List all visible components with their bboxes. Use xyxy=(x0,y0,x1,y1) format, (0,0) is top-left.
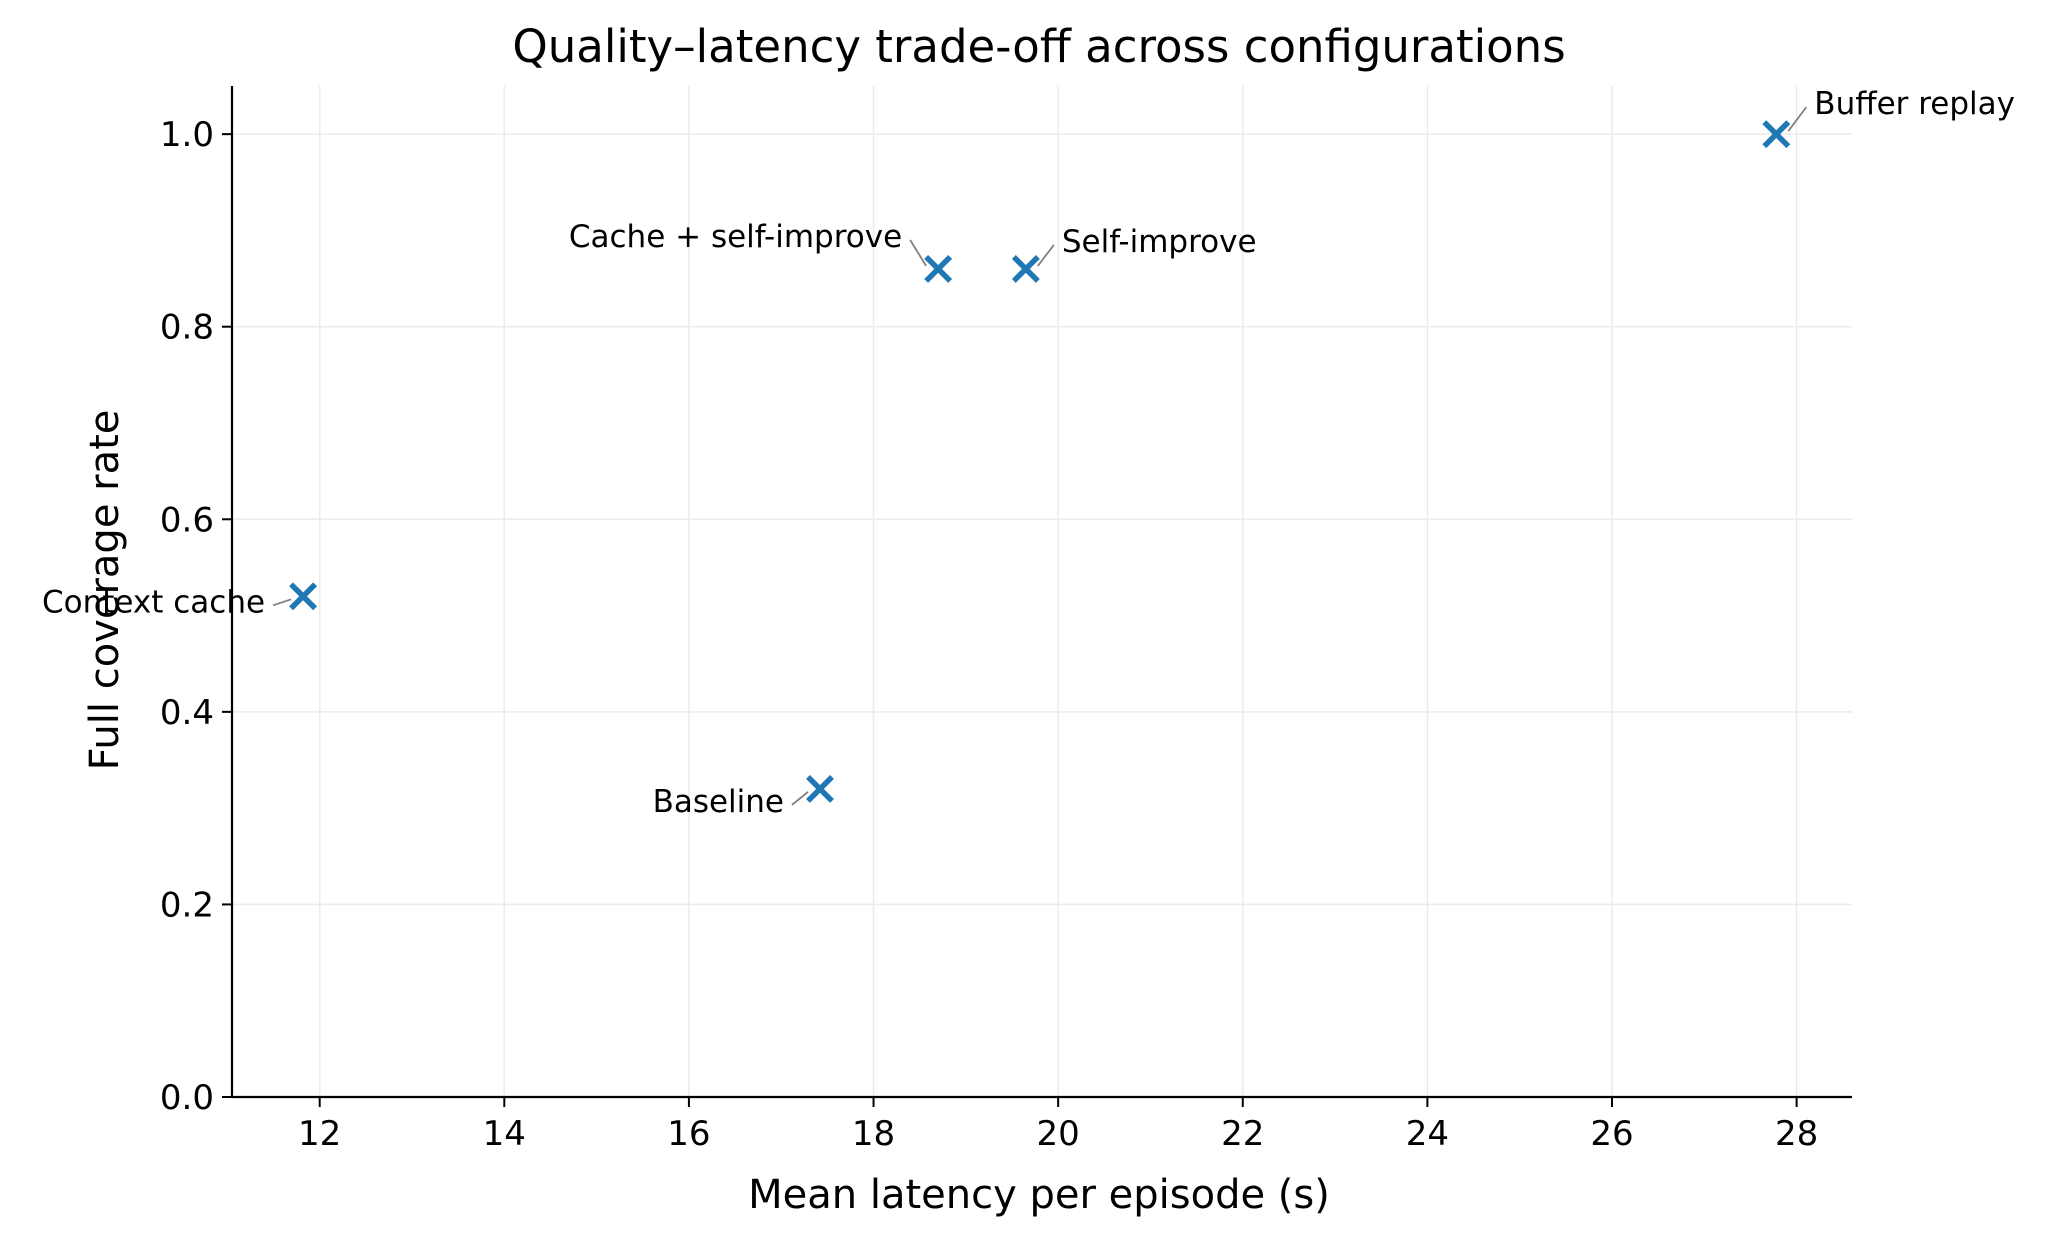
labels-layer: Buffer replay Cache + self-improve Self-im… xyxy=(42,86,2015,820)
point-label-self-improve: Self-improve xyxy=(1062,224,1257,260)
point-buffer-replay xyxy=(1762,120,1791,149)
x-tick-label: 18 xyxy=(852,1114,895,1154)
x-tick-label: 14 xyxy=(483,1114,526,1154)
point-label-context-cache: Context cache xyxy=(42,584,265,620)
y-tick-label: 0.6 xyxy=(160,500,214,540)
connector-baseline xyxy=(791,791,809,806)
x-tick-label: 22 xyxy=(1221,1114,1264,1154)
point-label-baseline: Baseline xyxy=(653,784,784,820)
point-context-cache xyxy=(289,582,318,611)
connectors-layer xyxy=(272,106,1808,806)
point-baseline xyxy=(806,774,834,803)
connector-context-cache xyxy=(272,598,292,607)
x-tick-label: 20 xyxy=(1037,1114,1080,1154)
y-tick-label: 0.4 xyxy=(160,693,214,733)
axes-layer xyxy=(230,86,1852,1099)
y-axis-label: Full coverage rate xyxy=(82,410,128,771)
connector-self-improve xyxy=(1037,244,1055,267)
connector-buffer-replay xyxy=(1787,106,1808,132)
y-tick-label: 0.8 xyxy=(160,308,214,348)
connector-cache-self-improve xyxy=(909,239,927,267)
y-tick-label: 1.0 xyxy=(160,115,214,155)
x-axis-label: Mean latency per episode (s) xyxy=(748,1172,1330,1218)
point-cache-self-improve xyxy=(924,254,953,283)
point-label-buffer-replay: Buffer replay xyxy=(1814,86,2015,122)
x-tick-label: 16 xyxy=(667,1114,710,1154)
point-self-improve xyxy=(1011,254,1040,283)
x-tick-label: 24 xyxy=(1406,1114,1449,1154)
chart-title: Quality–latency trade-off across configu… xyxy=(512,20,1565,73)
y-tick-label: 0.0 xyxy=(160,1078,214,1118)
points-layer xyxy=(289,120,1791,803)
x-tick-label: 12 xyxy=(298,1114,341,1154)
ticks-layer: 12 14 16 18 20 22 24 26 28 0.0 0.2 0.4 0.6 0.8 1.0 xyxy=(160,115,1818,1154)
grid-layer xyxy=(232,86,1852,1098)
x-tick-label: 26 xyxy=(1590,1114,1633,1154)
point-label-cache-self-improve: Cache + self-improve xyxy=(569,219,902,255)
y-tick-label: 0.2 xyxy=(160,885,214,925)
x-tick-label: 28 xyxy=(1775,1114,1818,1154)
